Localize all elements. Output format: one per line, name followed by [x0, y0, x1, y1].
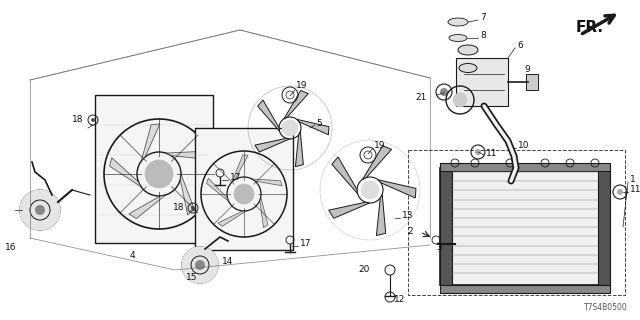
Polygon shape [129, 195, 166, 219]
Ellipse shape [458, 45, 478, 55]
Polygon shape [297, 119, 329, 135]
Polygon shape [207, 178, 228, 202]
Text: 17: 17 [300, 239, 312, 249]
Circle shape [195, 260, 205, 270]
Text: 18: 18 [72, 116, 83, 124]
Text: 17: 17 [230, 173, 241, 182]
Circle shape [191, 206, 195, 210]
Polygon shape [378, 180, 416, 198]
Bar [440, 168, 452, 285]
Bar [598, 168, 610, 285]
Circle shape [91, 118, 95, 122]
Bar [526, 74, 538, 90]
Circle shape [20, 190, 60, 230]
Polygon shape [296, 132, 303, 167]
Text: 9: 9 [524, 66, 530, 75]
Text: 19: 19 [296, 82, 307, 91]
Text: 5: 5 [316, 118, 322, 127]
Circle shape [234, 184, 254, 204]
Text: 15: 15 [186, 274, 198, 283]
Ellipse shape [448, 18, 468, 26]
Ellipse shape [449, 35, 467, 42]
Polygon shape [109, 158, 141, 187]
Circle shape [617, 189, 623, 195]
Text: 20: 20 [358, 266, 369, 275]
Ellipse shape [459, 63, 477, 73]
Polygon shape [332, 157, 358, 194]
Bar [95, 95, 213, 243]
Polygon shape [284, 91, 308, 119]
Text: 4: 4 [130, 251, 136, 260]
Text: 13: 13 [402, 212, 413, 220]
Text: 2: 2 [407, 228, 413, 236]
Text: 14: 14 [222, 258, 234, 267]
Text: 19: 19 [374, 140, 385, 149]
Circle shape [145, 160, 173, 188]
Polygon shape [440, 168, 610, 285]
Text: 8: 8 [480, 31, 486, 41]
Circle shape [282, 120, 298, 136]
Text: 16: 16 [5, 244, 17, 252]
Polygon shape [329, 202, 369, 218]
Circle shape [35, 205, 45, 215]
Text: 21: 21 [415, 93, 426, 102]
Circle shape [475, 149, 481, 155]
Polygon shape [252, 179, 282, 186]
Polygon shape [218, 211, 246, 226]
Bar [456, 58, 508, 106]
Circle shape [453, 93, 467, 107]
Bar [440, 163, 610, 171]
Bar [408, 150, 625, 295]
Polygon shape [258, 100, 280, 131]
Text: 1: 1 [630, 175, 636, 185]
Circle shape [361, 181, 379, 199]
Polygon shape [363, 146, 392, 179]
Text: 7: 7 [480, 13, 486, 22]
Text: FR.: FR. [576, 20, 604, 36]
Polygon shape [255, 138, 290, 152]
Polygon shape [180, 174, 195, 215]
Text: 18: 18 [173, 204, 184, 212]
Polygon shape [376, 195, 386, 236]
Polygon shape [232, 155, 248, 182]
Polygon shape [141, 124, 160, 161]
Bar [440, 285, 610, 293]
Polygon shape [260, 197, 268, 228]
Bar [195, 128, 293, 250]
Polygon shape [166, 151, 207, 159]
Text: 3: 3 [436, 244, 442, 252]
Circle shape [440, 88, 448, 96]
Text: 11: 11 [630, 186, 640, 195]
Circle shape [182, 247, 218, 283]
Text: 6: 6 [517, 42, 523, 51]
Text: 10: 10 [518, 141, 529, 150]
Text: 11: 11 [486, 148, 497, 157]
Text: T7S4B0500: T7S4B0500 [584, 303, 628, 312]
Text: 12: 12 [394, 295, 405, 305]
